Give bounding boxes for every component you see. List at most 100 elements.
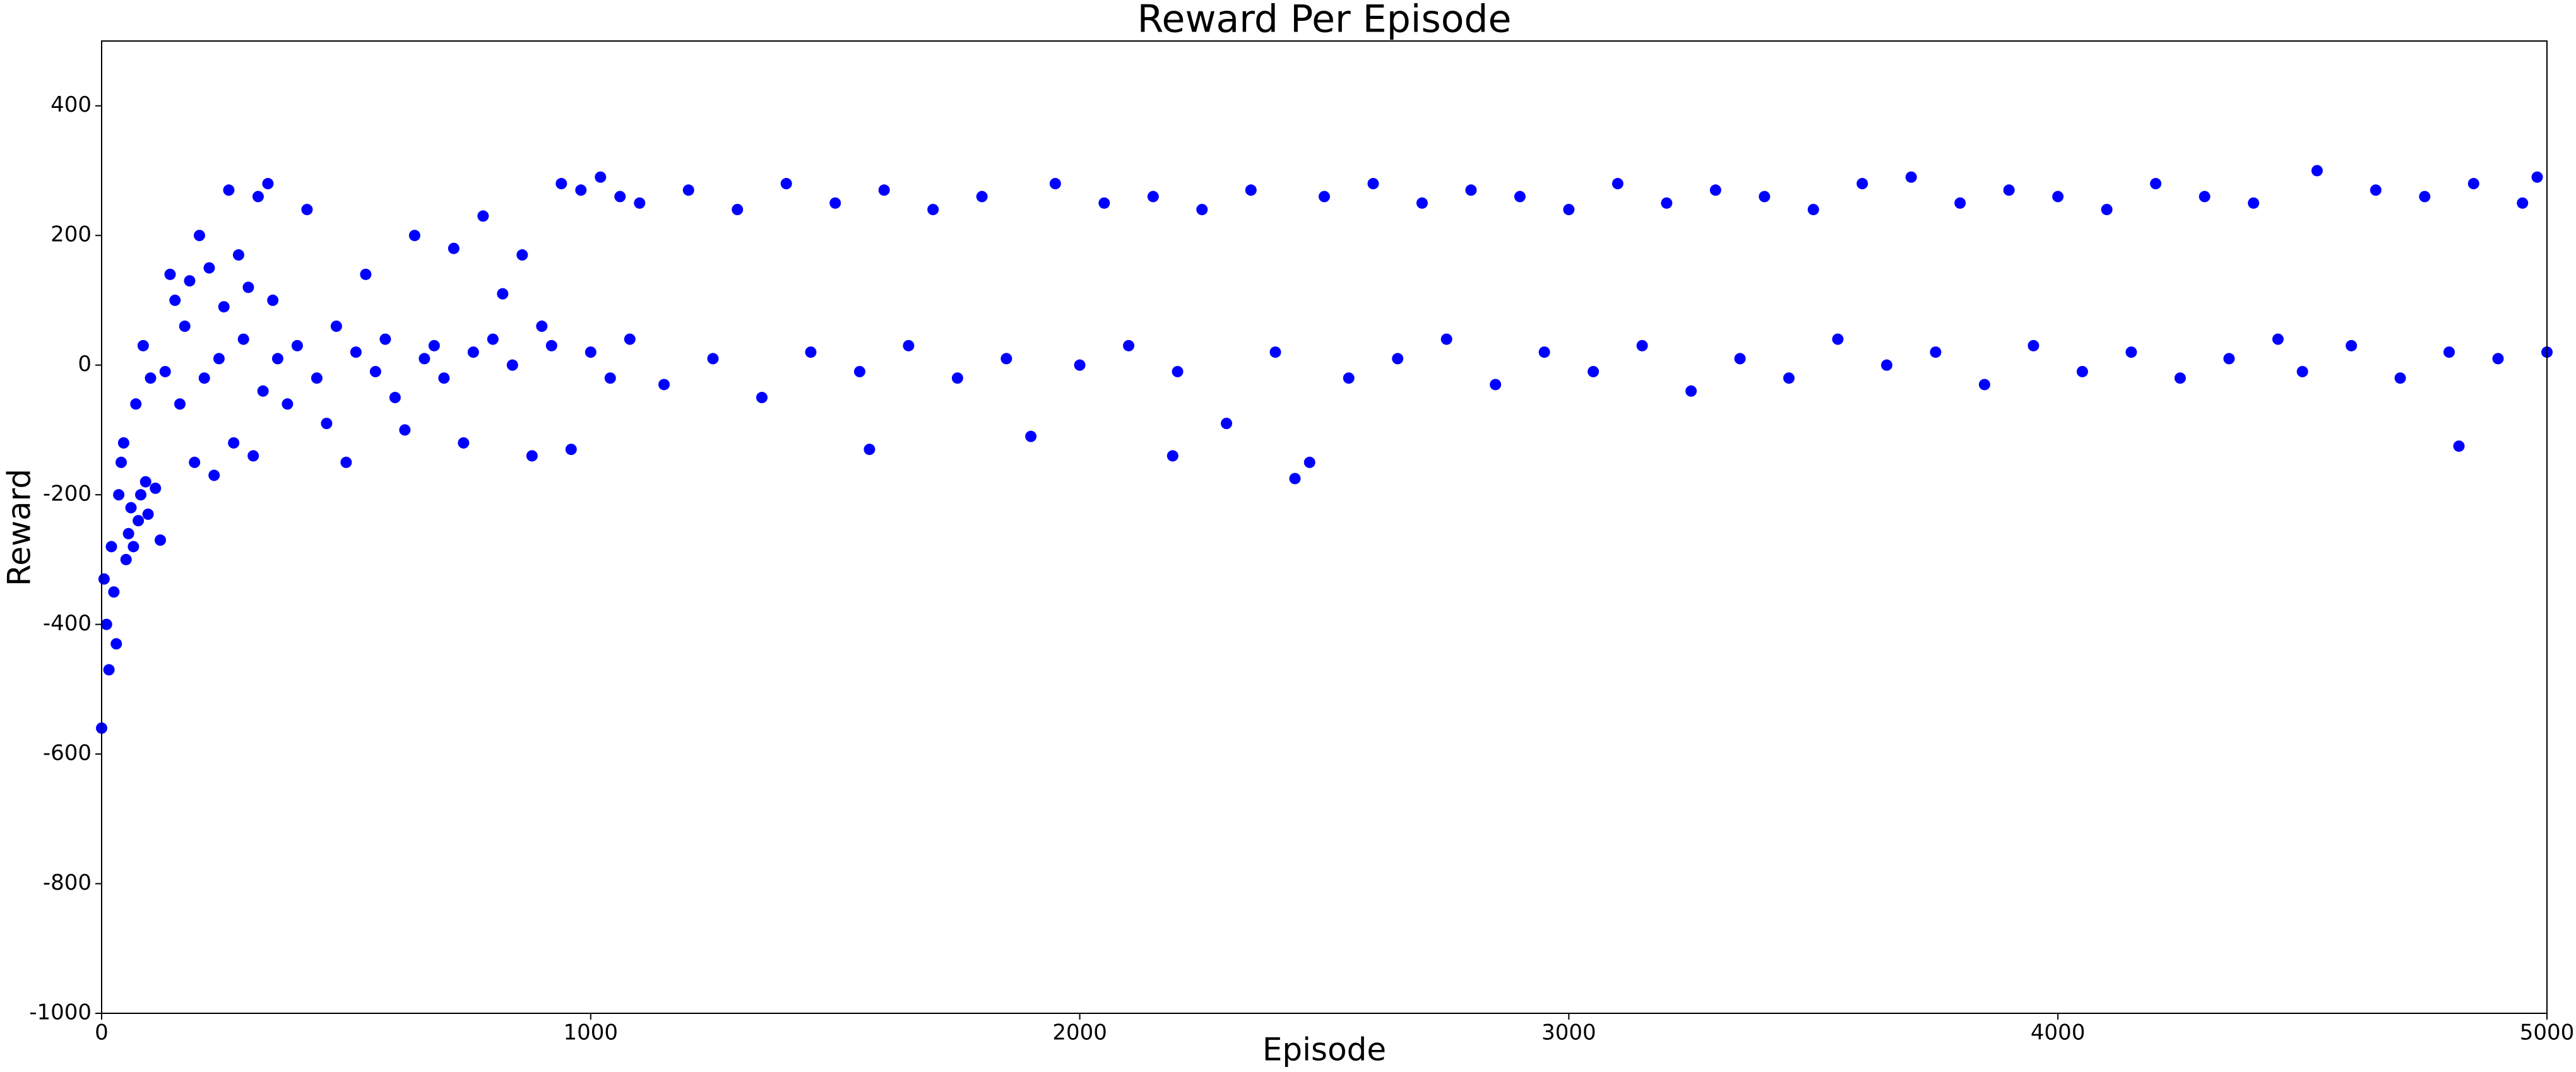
point xyxy=(555,178,567,190)
point xyxy=(428,339,440,351)
point xyxy=(458,437,470,449)
point xyxy=(418,353,430,365)
point xyxy=(125,502,137,514)
point xyxy=(878,184,890,196)
point xyxy=(1147,191,1159,203)
point xyxy=(536,321,548,333)
point xyxy=(145,372,157,384)
point xyxy=(213,353,225,365)
y-tick-label: -400 xyxy=(43,611,92,636)
point xyxy=(189,456,201,468)
point xyxy=(1416,197,1428,209)
point xyxy=(477,210,489,222)
point xyxy=(208,469,220,481)
point xyxy=(1538,346,1550,358)
y-tick-label: -200 xyxy=(43,481,92,507)
point xyxy=(232,249,244,261)
point xyxy=(1636,339,1648,351)
point xyxy=(829,197,841,209)
point xyxy=(2453,440,2465,452)
point xyxy=(2003,184,2015,196)
point xyxy=(1465,184,1477,196)
point xyxy=(2199,191,2211,203)
point xyxy=(267,294,279,306)
point xyxy=(2394,372,2406,384)
x-tick-label: 2000 xyxy=(1052,1020,1107,1045)
point xyxy=(682,184,694,196)
point xyxy=(252,191,264,203)
point xyxy=(1905,171,1917,183)
point xyxy=(2531,171,2543,183)
x-tick-label: 5000 xyxy=(2520,1020,2575,1045)
point xyxy=(311,372,323,384)
point xyxy=(137,339,149,351)
point xyxy=(242,281,254,293)
point xyxy=(115,456,127,468)
point xyxy=(575,184,587,196)
point xyxy=(595,171,607,183)
point xyxy=(853,365,865,377)
x-tick-label: 4000 xyxy=(2031,1020,2086,1045)
point xyxy=(150,482,162,494)
point xyxy=(1832,333,1844,345)
point xyxy=(2517,197,2529,209)
point xyxy=(1343,372,1355,384)
point xyxy=(1098,197,1110,209)
point xyxy=(2052,191,2064,203)
point xyxy=(408,230,420,242)
point xyxy=(154,534,166,546)
point xyxy=(113,489,125,501)
point xyxy=(110,638,122,650)
point xyxy=(2101,204,2113,216)
point xyxy=(321,418,333,430)
point xyxy=(340,456,352,468)
point xyxy=(2311,165,2323,177)
point xyxy=(330,321,342,333)
point xyxy=(1588,365,1600,377)
point xyxy=(128,541,139,553)
point xyxy=(2174,372,2186,384)
point xyxy=(179,321,191,333)
point xyxy=(2248,197,2260,209)
point xyxy=(360,268,372,280)
point xyxy=(1709,184,1721,196)
point xyxy=(247,450,259,462)
point xyxy=(1734,353,1746,365)
point xyxy=(1000,353,1012,365)
point xyxy=(1367,178,1379,190)
y-tick-label: -800 xyxy=(43,870,92,895)
y-tick-label: -600 xyxy=(43,741,92,766)
point xyxy=(487,333,499,345)
point xyxy=(2272,333,2284,345)
point xyxy=(1783,372,1795,384)
point xyxy=(1049,178,1061,190)
point xyxy=(1025,430,1037,442)
point xyxy=(142,508,154,520)
point xyxy=(379,333,391,345)
point xyxy=(1563,204,1575,216)
point xyxy=(1611,178,1623,190)
point xyxy=(369,365,381,377)
point xyxy=(1392,353,1404,365)
point xyxy=(134,489,146,501)
y-tick-label: 0 xyxy=(78,351,92,377)
point xyxy=(545,339,557,351)
x-tick-label: 3000 xyxy=(1541,1020,1596,1045)
point xyxy=(399,424,411,436)
point xyxy=(903,339,915,351)
point xyxy=(780,178,792,190)
point xyxy=(1881,359,1893,371)
point xyxy=(237,333,249,345)
point xyxy=(122,527,134,539)
point xyxy=(1221,418,1233,430)
point xyxy=(257,385,269,397)
point xyxy=(271,353,283,365)
point xyxy=(516,249,528,261)
point xyxy=(1978,379,1990,391)
point xyxy=(467,346,479,358)
point xyxy=(1490,379,1502,391)
point xyxy=(1123,339,1135,351)
point xyxy=(864,444,875,456)
